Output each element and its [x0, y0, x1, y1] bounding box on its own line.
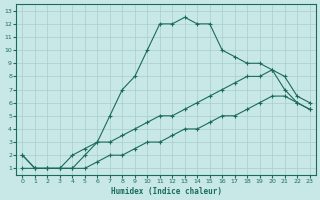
X-axis label: Humidex (Indice chaleur): Humidex (Indice chaleur) [110, 187, 221, 196]
